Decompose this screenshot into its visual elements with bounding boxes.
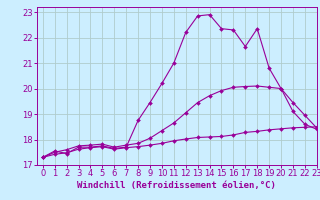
X-axis label: Windchill (Refroidissement éolien,°C): Windchill (Refroidissement éolien,°C) [77, 181, 276, 190]
